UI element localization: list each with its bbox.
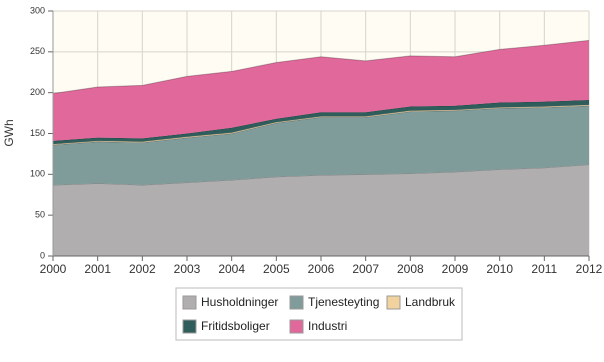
y-tick-label: 0: [40, 250, 45, 260]
y-tick-label: 250: [30, 46, 45, 56]
x-tick-label: 2011: [531, 262, 557, 276]
area-edge: [52, 39, 590, 94]
x-tick-label: 2003: [174, 262, 201, 276]
area: [53, 164, 589, 256]
x-tick-label: 2006: [308, 262, 335, 276]
x-tick-label: 2001: [84, 262, 111, 276]
x-tick-label: 2000: [40, 262, 67, 276]
legend-swatch: [289, 319, 304, 334]
x-tick-label: 2012: [576, 262, 603, 276]
legend-swatch: [182, 319, 197, 334]
legend-label: Tjenesteyting: [308, 295, 379, 309]
area: [53, 105, 589, 185]
legend-label: Fritidsboliger: [201, 319, 270, 333]
x-tick-label: 2007: [352, 262, 379, 276]
y-tick-label: 200: [30, 87, 45, 97]
legend-swatch: [289, 295, 304, 310]
x-tick-label: 2005: [263, 262, 290, 276]
y-tick-label: 100: [30, 169, 45, 179]
x-tick-label: 2002: [129, 262, 156, 276]
y-tick-label: 300: [30, 5, 45, 15]
x-tick-label: 2004: [218, 262, 245, 276]
area: [53, 100, 589, 145]
area: [53, 40, 589, 141]
legend-swatch: [182, 295, 197, 310]
legend-label: Husholdninger: [201, 295, 278, 309]
x-tick-label: 2008: [397, 262, 424, 276]
legend-label: Industri: [308, 319, 347, 333]
y-tick-label: 150: [30, 128, 45, 138]
y-axis-label: GWh: [2, 119, 16, 146]
legend-label: Landbruk: [405, 295, 456, 309]
y-tick-label: 50: [35, 210, 45, 220]
legend-box: [175, 287, 463, 341]
area-edge: [52, 99, 590, 142]
legend-swatch: [386, 295, 401, 310]
x-tick-label: 2009: [442, 262, 469, 276]
x-tick-label: 2010: [486, 262, 513, 276]
